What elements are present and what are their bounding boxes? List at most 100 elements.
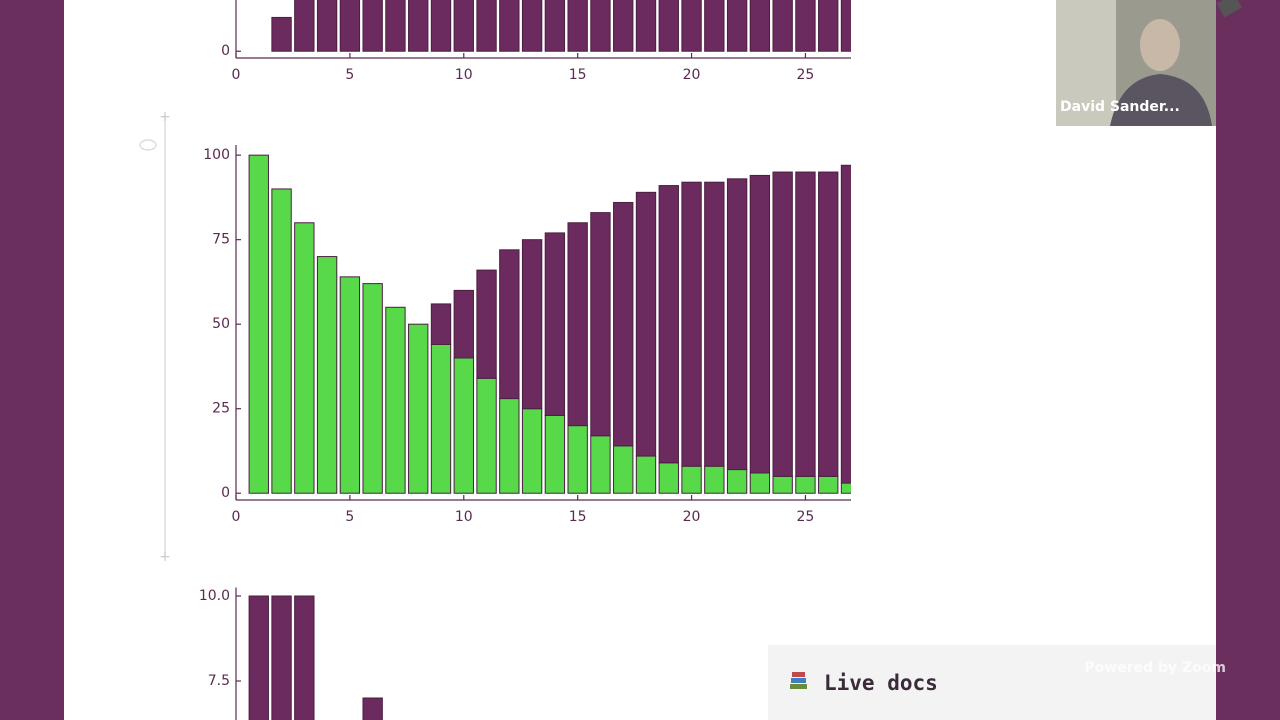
bar — [476, 377, 497, 494]
bar — [590, 435, 611, 494]
bar — [476, 269, 497, 379]
bar — [613, 445, 634, 494]
y-tick-label: 25 — [212, 401, 230, 417]
bar — [499, 249, 520, 400]
bar — [544, 0, 566, 52]
bar — [567, 425, 588, 494]
hide-icon[interactable] — [139, 139, 157, 151]
bar — [818, 0, 839, 52]
x-tick-label: 0 — [232, 509, 241, 525]
x-tick-label: 5 — [345, 67, 354, 83]
bar — [658, 0, 679, 52]
bar — [430, 343, 452, 494]
video-face — [1140, 19, 1180, 71]
bar — [476, 0, 497, 52]
y-tick-label: 0 — [221, 485, 230, 501]
live-docs[interactable]: Live docs — [768, 645, 1216, 720]
x-tick-label: 15 — [569, 67, 587, 83]
bar — [772, 475, 793, 494]
bar — [704, 0, 725, 52]
x-tick-label: 20 — [683, 509, 701, 525]
video-object — [1216, 0, 1242, 18]
video-wall — [1056, 0, 1116, 126]
bar — [681, 181, 702, 467]
bar — [590, 212, 611, 437]
bar — [795, 171, 816, 477]
handle-plus: + — [159, 109, 171, 125]
bar — [567, 222, 588, 427]
plot-area — [248, 595, 383, 720]
bar — [613, 201, 634, 447]
bar — [453, 357, 474, 494]
bar — [499, 0, 520, 52]
bar — [453, 0, 474, 52]
bar — [840, 0, 851, 52]
x-tick-label: 25 — [797, 509, 815, 525]
bar — [772, 171, 793, 477]
x-tick-label: 10 — [455, 509, 473, 525]
x-tick-label: 0 — [232, 67, 241, 83]
bar — [385, 0, 406, 52]
bar — [408, 323, 429, 494]
bar — [316, 256, 338, 494]
x-tick-label: 10 — [455, 67, 473, 83]
bar — [385, 306, 406, 494]
handle-plus: + — [159, 549, 171, 565]
x-tick-label: 20 — [683, 67, 701, 83]
bar — [704, 465, 725, 494]
bar — [544, 232, 566, 416]
bar — [840, 482, 851, 494]
bar — [499, 398, 520, 494]
bar — [818, 475, 839, 494]
bar — [271, 16, 292, 52]
bar — [248, 595, 269, 720]
video-tile: David Sander... — [1056, 0, 1242, 126]
bar — [339, 276, 361, 494]
bar — [772, 0, 793, 52]
bar — [408, 0, 429, 52]
bar — [818, 171, 839, 477]
bar — [271, 188, 292, 494]
bar — [635, 455, 657, 494]
bar — [294, 0, 315, 52]
bar — [726, 469, 748, 494]
x-tick-label: 5 — [345, 509, 354, 525]
live-docs-panel — [768, 645, 1216, 720]
bar — [362, 0, 383, 52]
bar — [635, 0, 657, 52]
video-body — [1110, 74, 1212, 126]
bar — [795, 0, 816, 52]
book-icon — [792, 672, 805, 677]
bar — [362, 697, 383, 720]
bar — [749, 472, 771, 494]
live-docs-label[interactable]: Live docs — [824, 671, 938, 695]
y-tick-label: 10.0 — [199, 588, 230, 604]
y-tick-label: 50 — [212, 316, 230, 332]
plot-area — [271, 0, 851, 52]
bar — [749, 174, 771, 474]
participant-name: David Sander... — [1060, 99, 1180, 115]
y-tick-label: 100 — [203, 147, 230, 163]
bar — [521, 0, 543, 52]
bar — [590, 0, 611, 52]
bar — [704, 181, 725, 467]
y-tick-label: 0 — [221, 43, 230, 59]
bar — [726, 0, 748, 52]
bar — [726, 178, 748, 471]
bar — [453, 289, 474, 359]
bar — [681, 465, 702, 494]
bar — [430, 0, 452, 52]
bar — [339, 0, 361, 52]
bar — [795, 475, 816, 494]
bar — [294, 222, 315, 494]
y-tick-label: 75 — [212, 232, 230, 248]
x-tick-label: 25 — [797, 67, 815, 83]
x-tick-label: 15 — [569, 509, 587, 525]
bar — [567, 0, 588, 52]
bar — [362, 283, 383, 494]
y-tick-label: 7.5 — [208, 673, 230, 689]
bar — [248, 154, 269, 494]
bar — [271, 595, 292, 720]
